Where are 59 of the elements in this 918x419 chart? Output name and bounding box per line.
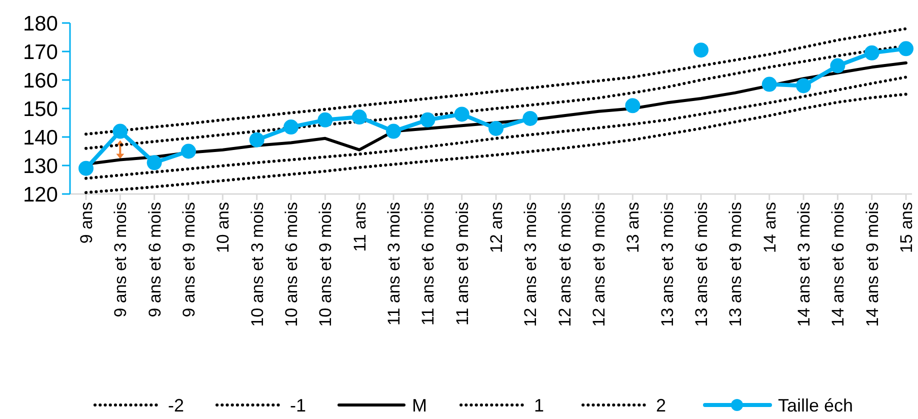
y-tick-label: 180	[22, 12, 58, 36]
point	[488, 120, 504, 136]
point	[864, 45, 880, 60]
y-tick-label: 120	[22, 183, 58, 206]
x-tick-label: 12 ans et 3 mois	[521, 202, 540, 327]
y-tick-label: 160	[22, 69, 58, 92]
point	[318, 112, 333, 128]
point	[146, 155, 162, 170]
x-tick-label: 11 ans et 3 mois	[384, 202, 404, 326]
x-tick-label: 13 ans et 9 mois	[726, 202, 746, 327]
point	[796, 78, 811, 94]
x-tick-label: 12 ans et 9 mois	[590, 202, 608, 327]
x-tick-label: 14 ans et 6 mois	[828, 202, 848, 327]
legend-label: M	[412, 395, 427, 416]
x-tick-label: 15 ans	[897, 202, 916, 254]
x-tick-label: 9 ans et 6 mois	[145, 202, 164, 318]
x-tick-label: 10 ans et 6 mois	[282, 202, 301, 327]
x-tick-label: 10 ans	[214, 202, 233, 254]
x-tick-label: 9 ans et 9 mois	[180, 202, 198, 318]
point	[249, 132, 264, 148]
point	[181, 144, 196, 159]
x-tick-label: 12 ans	[487, 202, 506, 254]
x-tick-label: 11 ans et 9 mois	[452, 202, 472, 326]
x-tick-label: 11 ans et 6 mois	[418, 202, 438, 326]
point	[762, 76, 777, 92]
x-tick-label: 14 ans	[760, 202, 780, 254]
legend-label: -2	[168, 395, 184, 416]
point	[386, 124, 401, 139]
line-series	[84, 92, 908, 194]
x-tick-label: 13 ans et 6 mois	[692, 202, 711, 327]
y-tick-label: 150	[22, 98, 58, 121]
point	[454, 106, 470, 122]
x-tick-label: 11 ans	[350, 202, 370, 252]
x-tick-label: 9 ans et 3 mois	[111, 202, 130, 318]
point	[898, 41, 914, 56]
x-tick-label: 14 ans et 3 mois	[794, 202, 814, 327]
x-tick-label: 13 ans et 3 mois	[658, 202, 677, 327]
y-tick-label: 140	[22, 126, 58, 150]
y-tick-label: 170	[22, 40, 58, 64]
legend-label: 2	[656, 395, 666, 416]
point	[78, 160, 94, 176]
legend-label: 1	[534, 395, 544, 416]
point	[522, 110, 538, 126]
point	[112, 124, 128, 139]
point	[830, 58, 846, 74]
x-tick-label: 10 ans et 3 mois	[248, 202, 267, 327]
point	[625, 98, 640, 114]
x-tick-label: 10 ans et 9 mois	[316, 202, 336, 327]
x-tick-label: 12 ans et 6 mois	[555, 202, 574, 327]
legend-label: Taille éch	[778, 395, 854, 416]
x-tick-label: 9 ans	[77, 202, 96, 244]
point	[352, 110, 367, 125]
x-tick-label: 14 ans et 9 mois	[862, 202, 882, 327]
y-tick-label: 130	[22, 154, 58, 178]
point	[284, 120, 298, 135]
x-tick-label: 13 ans	[624, 202, 643, 254]
point	[694, 42, 708, 58]
point	[420, 112, 436, 128]
legend-label: -1	[290, 395, 306, 416]
